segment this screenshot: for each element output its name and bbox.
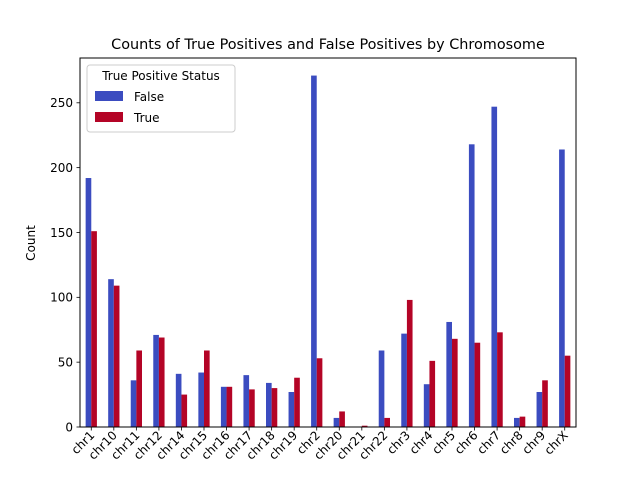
bar-true-chr8 (519, 416, 526, 427)
bar-true-chr12 (158, 337, 165, 427)
y-tick-label: 100 (50, 291, 73, 305)
bar-true-chr16 (226, 386, 233, 427)
bar-true-chr20 (339, 411, 345, 427)
bar-false-chr1 (85, 178, 92, 427)
bar-false-chr11 (130, 380, 137, 427)
bar-true-chrX (564, 355, 571, 427)
legend-box (86, 64, 236, 133)
bar-true-chr2 (316, 358, 323, 427)
bar-false-chr14 (175, 373, 182, 427)
bar-false-chr8 (514, 417, 520, 427)
legend: True Positive Status False True (86, 64, 236, 133)
bar-false-chr18 (266, 382, 272, 427)
bar-true-chr18 (271, 388, 278, 427)
y-tick-label: 250 (50, 96, 73, 110)
bar-true-chr11 (136, 350, 142, 427)
bar-false-chr20 (333, 417, 340, 427)
bar-true-chr5 (452, 338, 458, 427)
bar-true-chr14 (181, 394, 188, 427)
bar-false-chr19 (288, 391, 295, 427)
bar-true-chr15 (204, 350, 210, 427)
y-tick-label: 200 (50, 161, 73, 175)
bar-true-chr19 (294, 377, 300, 427)
y-ticks-layer: 0 50 100 150 200 250 (50, 96, 80, 434)
chart-title: Counts of True Positives and False Posit… (111, 37, 545, 53)
legend-swatch-false (95, 91, 123, 101)
y-axis-title: Count (24, 225, 38, 261)
bar-true-chr21 (361, 425, 368, 427)
bar-false-chr9 (536, 391, 543, 427)
bar-false-chr16 (220, 386, 227, 427)
legend-swatch-true (95, 112, 123, 122)
bar-false-chr15 (198, 372, 204, 427)
bar-false-chr22 (378, 350, 385, 427)
bar-false-chr7 (491, 106, 498, 427)
bar-true-chr10 (113, 285, 120, 427)
bar-true-chr7 (497, 332, 503, 427)
bar-false-chr3 (401, 333, 407, 427)
bar-true-chr1 (91, 231, 97, 427)
y-tick-label: 50 (58, 355, 73, 369)
bar-false-chrX (559, 149, 565, 428)
bar-false-chr10 (108, 279, 114, 427)
bar-false-chr17 (243, 375, 250, 427)
bar-true-chr4 (429, 360, 436, 427)
bar-false-chr6 (468, 144, 475, 428)
bar-true-chr17 (249, 389, 255, 427)
bars-layer (85, 75, 571, 428)
bar-true-chr6 (474, 342, 481, 427)
bar-true-chr9 (542, 380, 548, 427)
bar-true-chr22 (384, 417, 390, 427)
legend-title: True Positive Status (101, 69, 220, 83)
bar-true-chr3 (406, 299, 413, 427)
legend-label-true: True (133, 111, 160, 125)
y-tick-label: 0 (65, 420, 73, 434)
bar-false-chr2 (311, 75, 317, 427)
legend-label-false: False (134, 90, 164, 104)
y-tick-label: 150 (50, 226, 73, 240)
bar-false-chr5 (446, 321, 452, 427)
bar-false-chr12 (153, 334, 159, 427)
bar-false-chr4 (423, 384, 430, 427)
plot-frame (79, 57, 577, 428)
